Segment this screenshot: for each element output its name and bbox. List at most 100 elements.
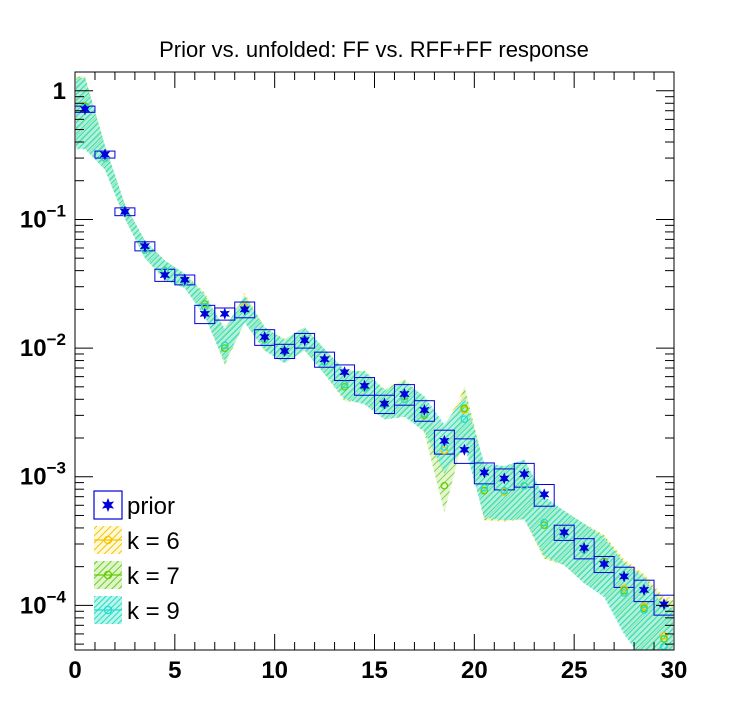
prior-marker bbox=[399, 387, 410, 401]
prior-box bbox=[294, 332, 316, 349]
prior-box bbox=[354, 377, 375, 396]
x-tick-label: 15 bbox=[361, 657, 388, 684]
chart-title: Prior vs. unfolded: FF vs. RFF+FF respon… bbox=[159, 37, 589, 62]
legend-label: k = 9 bbox=[127, 598, 180, 625]
y-tick-label: 10−1 bbox=[20, 201, 66, 233]
y-tick-base: 10 bbox=[20, 464, 47, 491]
y-tick-label: 1 bbox=[53, 78, 66, 105]
x-tick-label: 5 bbox=[168, 657, 181, 684]
marker-k7 bbox=[440, 481, 449, 490]
prior-marker bbox=[618, 570, 630, 583]
legend-swatch-prior bbox=[93, 490, 123, 520]
marker-k7 bbox=[460, 404, 469, 413]
y-tick-exponent: −2 bbox=[47, 330, 66, 349]
prior-box bbox=[254, 329, 276, 346]
prior-marker bbox=[259, 330, 271, 344]
prior-marker bbox=[379, 397, 390, 410]
marker-k9 bbox=[480, 483, 489, 492]
marker-k7 bbox=[220, 344, 229, 352]
y-tick-label: 10−3 bbox=[20, 459, 66, 491]
prior-marker bbox=[518, 467, 530, 481]
prior-box bbox=[234, 301, 256, 319]
y-tick-base: 10 bbox=[20, 335, 47, 362]
x-tick-label: 10 bbox=[261, 657, 288, 684]
legend-entry: k = 7 bbox=[94, 561, 180, 590]
prior-marker bbox=[299, 334, 311, 347]
marker-k9 bbox=[520, 481, 529, 490]
y-axis: 110−110−210−310−4 bbox=[20, 78, 674, 645]
data-markers bbox=[79, 102, 670, 650]
prior-marker bbox=[638, 583, 650, 597]
prior-box bbox=[314, 351, 336, 368]
prior-box bbox=[633, 579, 655, 603]
prior-box bbox=[393, 384, 415, 406]
prior-marker bbox=[319, 352, 330, 366]
prior-marker bbox=[578, 541, 590, 555]
legend-swatch-marker bbox=[103, 570, 113, 580]
legend-entry: k = 6 bbox=[94, 526, 180, 555]
prior-box bbox=[593, 555, 615, 574]
marker-k9 bbox=[640, 606, 648, 614]
x-tick-label: 25 bbox=[561, 657, 588, 684]
y-tick-label: 10−2 bbox=[20, 330, 66, 362]
prior-box bbox=[274, 343, 296, 360]
x-tick-label: 30 bbox=[661, 657, 688, 684]
prior-marker bbox=[458, 443, 470, 457]
x-axis: 0 5 10 15 20 25 30 bbox=[68, 72, 687, 684]
prior-box bbox=[573, 538, 595, 560]
marker-k7 bbox=[540, 521, 549, 530]
error-bands bbox=[76, 76, 673, 650]
prior-marker bbox=[199, 307, 211, 320]
prior-marker bbox=[558, 526, 570, 539]
marker-k9 bbox=[500, 486, 509, 495]
marker-k7 bbox=[200, 300, 209, 308]
y-tick-base: 1 bbox=[53, 78, 66, 105]
prior-marker bbox=[339, 365, 350, 379]
marker-k9 bbox=[340, 380, 349, 389]
legend-entry: prior bbox=[93, 490, 175, 520]
prior-marker bbox=[658, 598, 670, 611]
prior-marker bbox=[279, 344, 291, 358]
y-tick-label: 10−4 bbox=[20, 587, 67, 619]
prior-box bbox=[533, 484, 555, 507]
marker-k9 bbox=[460, 415, 469, 424]
prior-marker bbox=[179, 273, 191, 286]
prior-marker bbox=[359, 379, 370, 392]
prior-marker bbox=[119, 205, 131, 218]
prior-box bbox=[413, 400, 435, 422]
legend-label: k = 6 bbox=[127, 528, 180, 555]
prior-box bbox=[453, 438, 475, 464]
prior-box bbox=[513, 462, 535, 488]
prior-marker bbox=[159, 268, 171, 282]
legend-label: k = 7 bbox=[127, 563, 180, 590]
prior-marker bbox=[79, 102, 91, 116]
y-tick-exponent: −1 bbox=[47, 201, 66, 220]
legend-label: prior bbox=[127, 493, 175, 520]
prior-marker bbox=[598, 557, 610, 571]
prior-box bbox=[553, 524, 575, 541]
prior-marker bbox=[139, 239, 151, 253]
prior-marker bbox=[99, 148, 111, 161]
legend-swatch-marker bbox=[103, 535, 113, 545]
marker-k7 bbox=[620, 586, 628, 595]
prior-marker bbox=[239, 303, 251, 316]
prior-marker bbox=[419, 403, 430, 417]
legend: prior k = 6 k = 7 k = 9 bbox=[93, 490, 180, 625]
marker-k6 bbox=[440, 446, 449, 455]
marker-k6 bbox=[660, 631, 668, 640]
marker-k9 bbox=[620, 589, 628, 597]
prior-marker bbox=[438, 434, 450, 448]
prior-marker bbox=[101, 497, 115, 513]
y-tick-base: 10 bbox=[20, 206, 47, 233]
y-tick-base: 10 bbox=[20, 592, 47, 619]
prior-marker bbox=[538, 488, 550, 501]
prior-marker bbox=[478, 466, 490, 479]
marker-k7 bbox=[480, 486, 489, 495]
marker-k7 bbox=[340, 382, 349, 391]
prior-marker bbox=[498, 472, 510, 485]
legend-swatch-marker bbox=[103, 605, 113, 615]
legend-entry: k = 9 bbox=[94, 596, 180, 625]
y-tick-exponent: −4 bbox=[47, 587, 67, 606]
marker-k7 bbox=[660, 634, 668, 643]
